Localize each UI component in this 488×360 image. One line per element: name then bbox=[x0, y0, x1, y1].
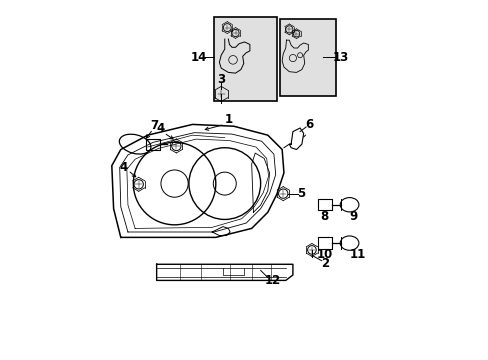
Text: 4: 4 bbox=[156, 122, 164, 135]
Text: 10: 10 bbox=[316, 248, 332, 261]
Text: 1: 1 bbox=[224, 113, 232, 126]
Text: 5: 5 bbox=[296, 187, 305, 200]
Text: 14: 14 bbox=[190, 51, 206, 64]
Text: 12: 12 bbox=[264, 274, 280, 287]
Bar bbox=[317, 237, 331, 249]
Text: 3: 3 bbox=[217, 73, 225, 86]
Bar bbox=[145, 139, 160, 149]
Text: 6: 6 bbox=[305, 118, 313, 131]
Text: 8: 8 bbox=[320, 210, 328, 223]
Text: 11: 11 bbox=[348, 248, 365, 261]
Text: 9: 9 bbox=[349, 210, 357, 223]
Bar bbox=[317, 199, 331, 211]
Text: 2: 2 bbox=[321, 257, 328, 270]
Text: 4: 4 bbox=[119, 161, 127, 174]
Bar bbox=[214, 17, 276, 101]
Text: 13: 13 bbox=[332, 51, 348, 64]
Bar bbox=[280, 19, 335, 96]
Text: 7: 7 bbox=[150, 119, 158, 132]
